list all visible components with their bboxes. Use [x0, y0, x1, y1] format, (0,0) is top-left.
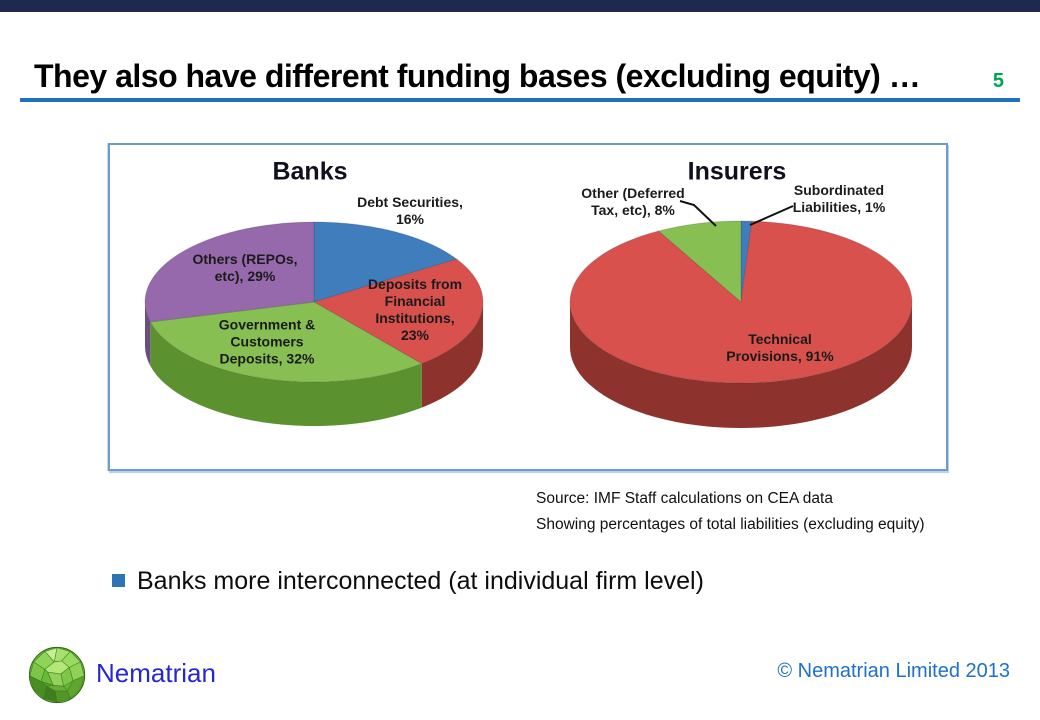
- pie-slice: [150, 321, 422, 426]
- banks-pie: [144, 221, 484, 426]
- pie-slice: [312, 258, 484, 365]
- label-line: Other (Deferred: [581, 185, 685, 201]
- label-line: Deposits from: [367, 276, 463, 292]
- chart-panel: Banks Insurers Debt Securities, 16% Depo…: [108, 143, 948, 471]
- page-number: 5: [992, 70, 1004, 92]
- label-line: Institutions,: [375, 310, 455, 326]
- pie-slice: [144, 221, 315, 323]
- label-line: 23%: [400, 327, 430, 343]
- label-line: Tax, etc), 8%: [591, 202, 675, 218]
- top-accent-bar: [0, 0, 1040, 12]
- label-line: Customers: [230, 333, 304, 350]
- leader-line-subordinated: [749, 205, 794, 226]
- slide-title: They also have different funding bases (…: [34, 58, 921, 94]
- label-subordinated-liabilities: Subordinated Liabilities, 1%: [793, 182, 886, 216]
- bullet-marker-icon: [112, 574, 125, 587]
- label-other-deferred-tax: Other (Deferred Tax, etc), 8%: [581, 185, 684, 219]
- source-note-line1: Source: IMF Staff calculations on CEA da…: [536, 490, 833, 507]
- pie-slice: [313, 221, 458, 303]
- leader-lines: [679, 200, 794, 227]
- source-note: Source: IMF Staff calculations on CEA da…: [536, 486, 1006, 538]
- label-deposits-financial-institutions: Deposits from Financial Institutions, 23…: [368, 276, 462, 344]
- pie-slice: [740, 220, 753, 303]
- title-underline: [20, 98, 1020, 102]
- insurers-pie: [569, 220, 913, 428]
- label-line: Deposits, 32%: [219, 350, 315, 367]
- label-line: Subordinated: [793, 182, 885, 198]
- pie-slice: [570, 302, 912, 428]
- label-others-repos: Others (REPOs, etc), 29%: [192, 251, 297, 285]
- pie-slice: [569, 220, 913, 384]
- nematrian-logo-icon: [28, 646, 86, 704]
- label-line: Debt Securities,: [357, 194, 463, 210]
- brand-name: Nematrian: [96, 658, 216, 688]
- label-line: Technical: [748, 331, 812, 347]
- label-line: Others (REPOs,: [192, 251, 298, 267]
- label-line: Government &: [218, 316, 316, 333]
- source-note-line2: Showing percentages of total liabilities…: [536, 516, 925, 533]
- copyright-text: © Nematrian Limited 2013: [777, 660, 1010, 682]
- label-line: Financial: [384, 293, 446, 309]
- label-government-customers-deposits: Government & Customers Deposits, 32%: [219, 317, 315, 368]
- insurers-pie-title: Insurers: [687, 157, 787, 186]
- bullet-text: Banks more interconnected (at individual…: [137, 567, 704, 595]
- label-line: 16%: [395, 211, 425, 227]
- leader-line-other-deferred: [679, 200, 717, 227]
- pie-slice: [657, 220, 742, 304]
- label-line: Provisions, 91%: [726, 348, 834, 364]
- label-debt-securities: Debt Securities, 16%: [357, 194, 463, 228]
- pie-chart-canvas: [144, 200, 913, 428]
- label-line: etc), 29%: [214, 268, 276, 284]
- pie-slice: [145, 302, 151, 366]
- bullet-item: Banks more interconnected (at individual…: [112, 566, 704, 596]
- label-technical-provisions: Technical Provisions, 91%: [726, 331, 833, 365]
- banks-pie-title: Banks: [272, 157, 348, 186]
- label-line: Liabilities, 1%: [792, 199, 886, 215]
- pie-slice: [421, 302, 483, 408]
- pie-slice: [149, 301, 423, 383]
